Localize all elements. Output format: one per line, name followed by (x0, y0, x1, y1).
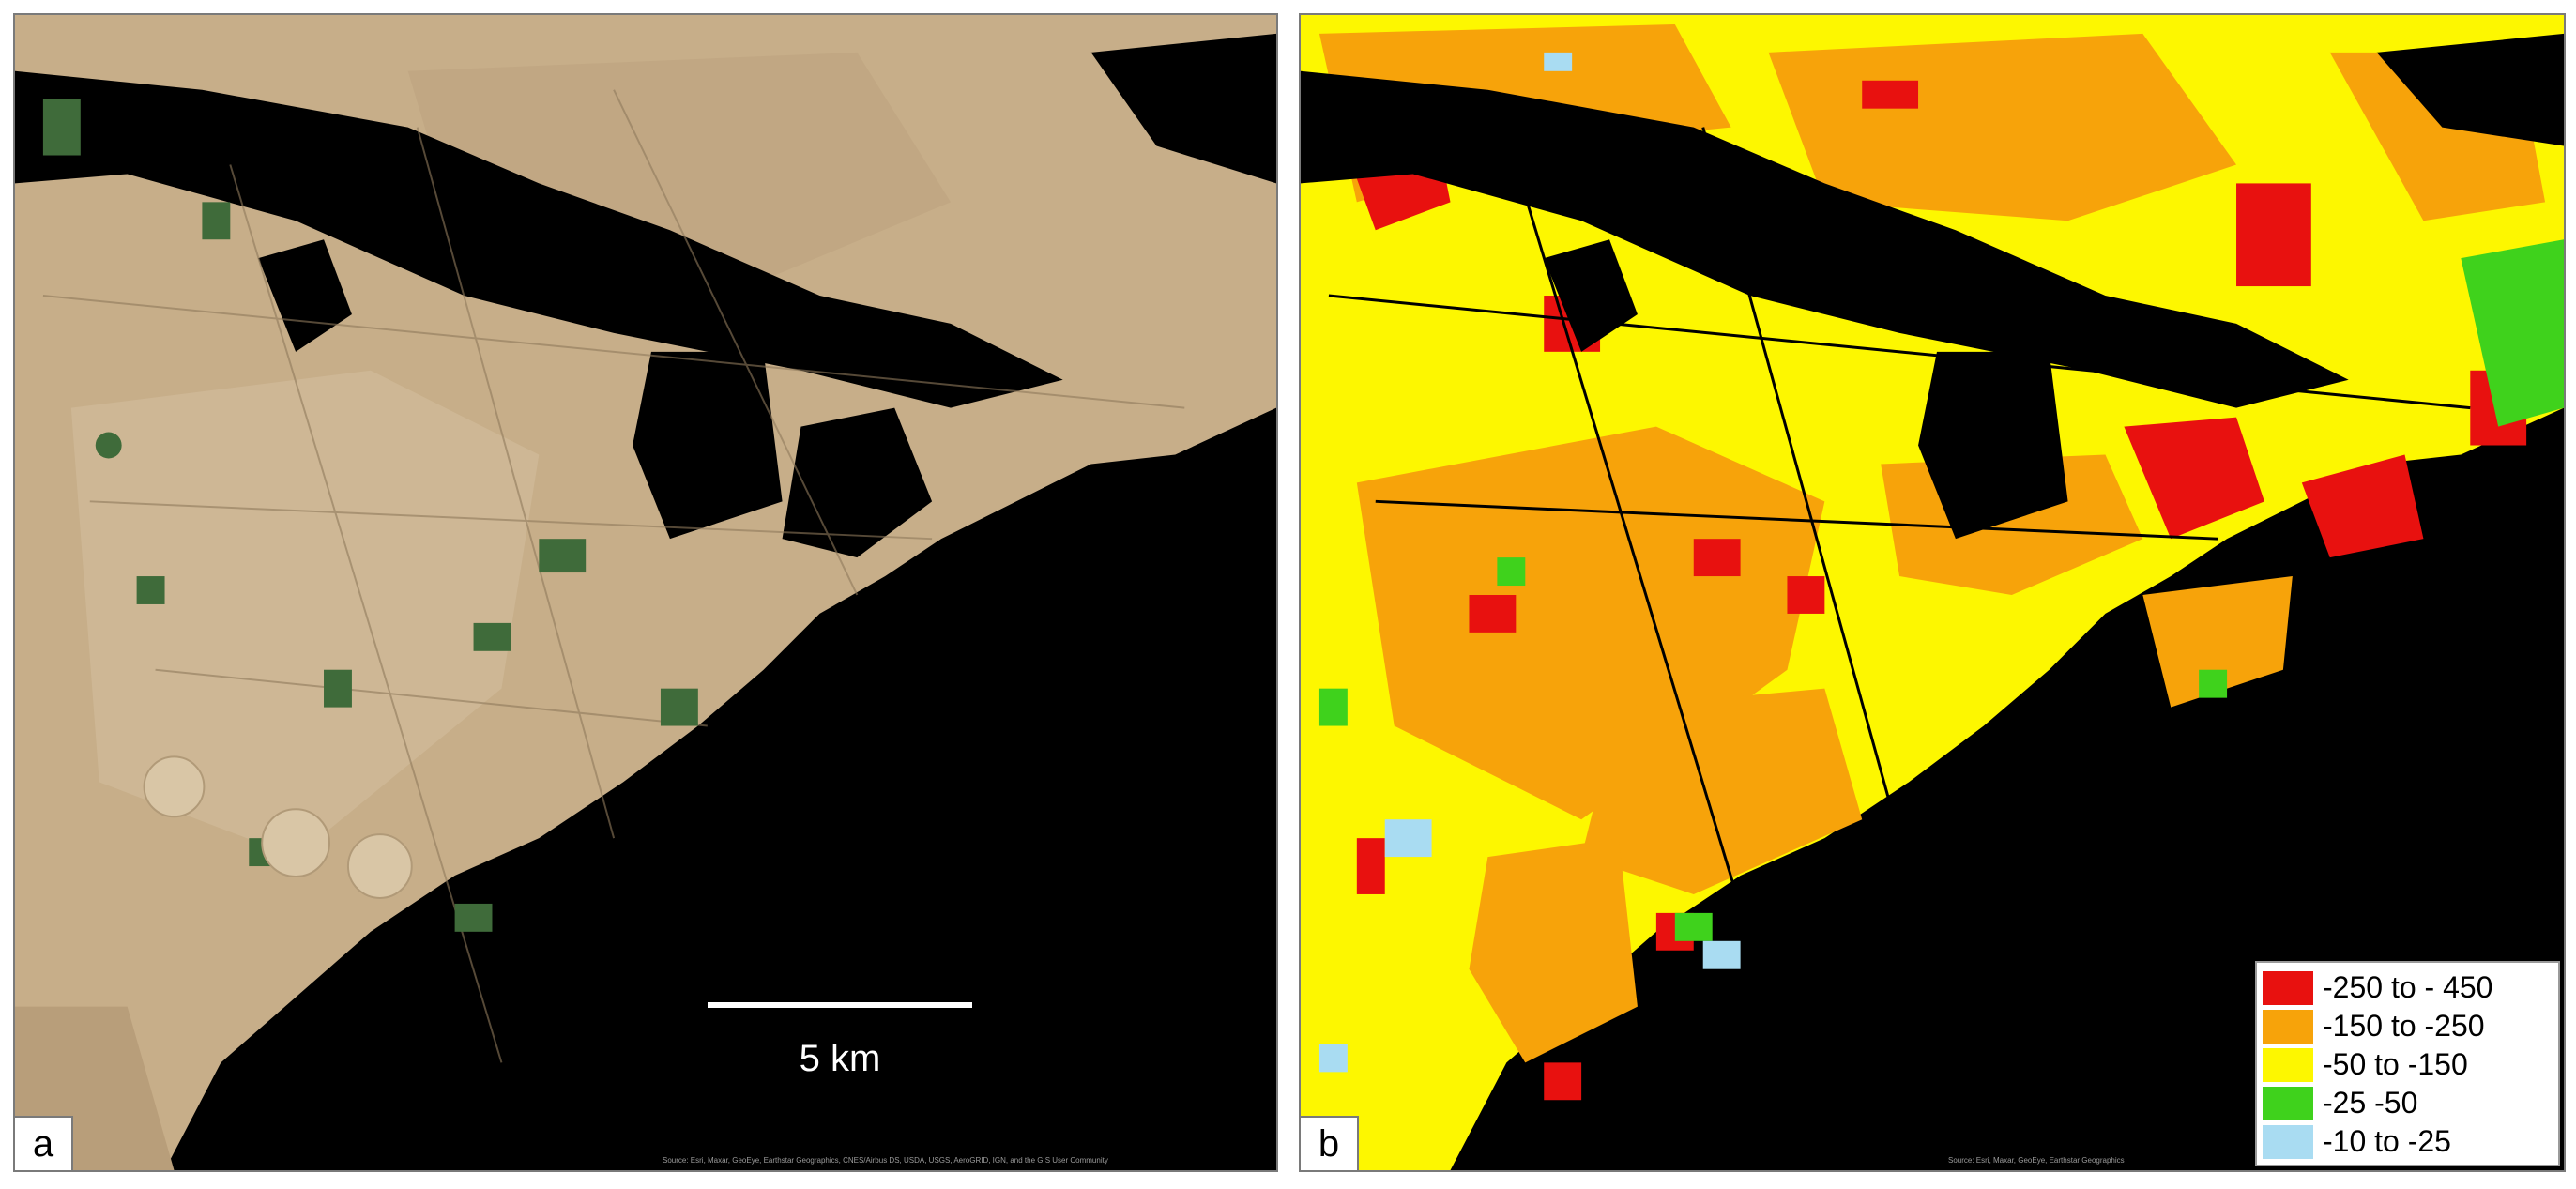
map-attribution: Source: Esri, Maxar, GeoEye, Earthstar G… (663, 1156, 1108, 1165)
legend-swatch-red (2263, 970, 2313, 1005)
legend-swatch-green (2263, 1086, 2313, 1120)
legend-swatch-orange (2263, 1009, 2313, 1044)
legend-label: -50 to -150 (2323, 1047, 2468, 1081)
legend-swatch-light-blue (2263, 1124, 2313, 1159)
class-green-areas (1318, 239, 2564, 941)
legend-item: -150 to -250 (2263, 1007, 2553, 1045)
panel-label-b: b (1301, 1116, 1359, 1170)
dark-gaps (15, 33, 1276, 558)
classified-raster (1301, 15, 2564, 1170)
class-blue-areas (1318, 52, 1741, 1073)
legend-label: -150 to -250 (2323, 1009, 2485, 1043)
legend-label: -10 to -25 (2323, 1124, 2451, 1158)
scale-bar (708, 1002, 972, 1008)
satellite-imagery (15, 15, 1276, 1170)
legend-label: -250 to - 450 (2323, 970, 2493, 1004)
legend-swatch-yellow (2263, 1047, 2313, 1082)
panel-label-a: a (15, 1116, 73, 1170)
legend-label: -25 -50 (2323, 1086, 2418, 1120)
legend-item: -50 to -150 (2263, 1045, 2553, 1084)
scale-bar-label: 5 km (799, 1038, 881, 1079)
legend-item: -25 -50 (2263, 1084, 2553, 1122)
panel-b-classified-map: Source: Esri, Maxar, GeoEye, Earthstar G… (1299, 13, 2566, 1172)
panel-a-satellite-map: 5 km Source: Esri, Maxar, GeoEye, Earths… (13, 13, 1278, 1172)
map-legend: -250 to - 450 -150 to -250 -50 to -150 -… (2255, 961, 2560, 1166)
map-attribution-b: Source: Esri, Maxar, GeoEye, Earthstar G… (1948, 1156, 2125, 1165)
legend-item: -250 to - 450 (2263, 968, 2553, 1007)
legend-item: -10 to -25 (2263, 1122, 2553, 1161)
